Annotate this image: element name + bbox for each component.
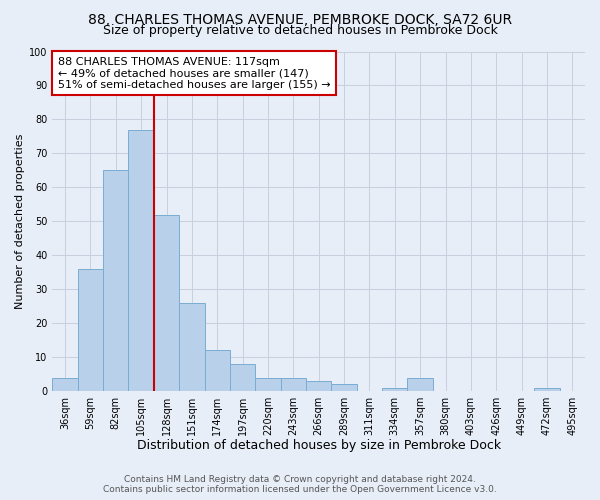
Bar: [103, 170, 128, 391]
Text: Contains HM Land Registry data © Crown copyright and database right 2024.
Contai: Contains HM Land Registry data © Crown c…: [103, 474, 497, 494]
Text: 88, CHARLES THOMAS AVENUE, PEMBROKE DOCK, SA72 6UR: 88, CHARLES THOMAS AVENUE, PEMBROKE DOCK…: [88, 12, 512, 26]
Bar: [205, 350, 230, 391]
Bar: [306, 381, 331, 391]
Bar: [255, 378, 281, 391]
Text: Size of property relative to detached houses in Pembroke Dock: Size of property relative to detached ho…: [103, 24, 497, 37]
Bar: [230, 364, 255, 391]
X-axis label: Distribution of detached houses by size in Pembroke Dock: Distribution of detached houses by size …: [137, 440, 501, 452]
Bar: [331, 384, 357, 391]
Y-axis label: Number of detached properties: Number of detached properties: [15, 134, 25, 309]
Bar: [154, 214, 179, 391]
Text: 88 CHARLES THOMAS AVENUE: 117sqm
← 49% of detached houses are smaller (147)
51% : 88 CHARLES THOMAS AVENUE: 117sqm ← 49% o…: [58, 56, 331, 90]
Bar: [52, 378, 78, 391]
Bar: [128, 130, 154, 391]
Bar: [179, 303, 205, 391]
Bar: [534, 388, 560, 391]
Bar: [407, 378, 433, 391]
Bar: [281, 378, 306, 391]
Bar: [382, 388, 407, 391]
Bar: [78, 269, 103, 391]
